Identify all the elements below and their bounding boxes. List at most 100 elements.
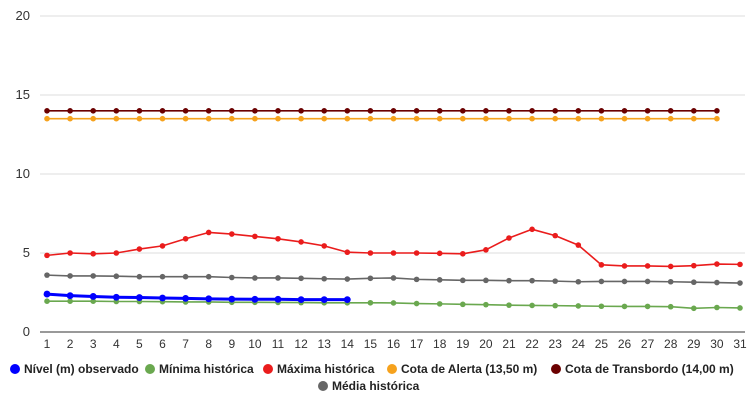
data-point bbox=[714, 115, 720, 122]
data-point bbox=[159, 294, 166, 302]
data-point bbox=[460, 277, 466, 284]
data-point bbox=[552, 302, 558, 309]
data-point bbox=[483, 247, 489, 253]
data-point bbox=[113, 273, 120, 280]
data-point bbox=[598, 278, 605, 285]
data-point bbox=[90, 115, 96, 122]
data-point bbox=[390, 300, 397, 306]
data-point bbox=[321, 108, 328, 114]
data-point bbox=[598, 303, 605, 310]
data-point bbox=[251, 295, 259, 303]
data-point bbox=[714, 304, 720, 311]
data-point bbox=[67, 298, 73, 304]
data-point bbox=[90, 273, 96, 279]
x-tick-label: 12 bbox=[294, 337, 308, 351]
data-point bbox=[205, 108, 212, 114]
x-tick-label: 6 bbox=[159, 337, 166, 351]
data-point bbox=[667, 263, 674, 270]
data-point bbox=[621, 108, 628, 114]
x-tick-label: 18 bbox=[433, 337, 447, 351]
series-5 bbox=[44, 272, 743, 286]
x-tick-label: 13 bbox=[318, 337, 332, 351]
x-tick-label: 3 bbox=[90, 337, 97, 351]
data-point bbox=[90, 298, 96, 304]
data-point bbox=[367, 108, 374, 114]
series-4 bbox=[44, 108, 720, 114]
data-point bbox=[112, 293, 120, 301]
data-point bbox=[737, 261, 743, 268]
legend: Nível (m) observado Mínima histórica Máxim… bbox=[10, 362, 734, 393]
legend-label: Cota de Transbordo (14,00 m) bbox=[565, 362, 734, 376]
legend-item[interactable]: Cota de Alerta (13,50 m) bbox=[387, 362, 537, 376]
legend-marker bbox=[551, 364, 561, 374]
series-3 bbox=[44, 115, 720, 122]
legend-item[interactable]: Cota de Transbordo (14,00 m) bbox=[551, 362, 734, 376]
legend-marker bbox=[145, 364, 155, 374]
series-line bbox=[46, 292, 348, 302]
data-point bbox=[275, 235, 281, 242]
legend-item[interactable]: Máxima histórica bbox=[263, 362, 375, 376]
data-point bbox=[691, 108, 697, 114]
data-point bbox=[598, 115, 605, 122]
data-point bbox=[737, 280, 743, 286]
data-point bbox=[483, 115, 489, 122]
data-point bbox=[205, 115, 212, 122]
data-point bbox=[182, 115, 189, 122]
legend-marker bbox=[318, 381, 328, 391]
x-tick-label: 16 bbox=[387, 337, 401, 351]
legend-item[interactable]: Mínima histórica bbox=[145, 362, 254, 376]
data-point bbox=[575, 108, 582, 114]
data-point bbox=[90, 250, 96, 257]
data-point bbox=[621, 278, 628, 285]
legend-label: Cota de Alerta (13,50 m) bbox=[401, 362, 537, 376]
y-tick-label: 10 bbox=[16, 166, 30, 181]
data-point bbox=[367, 250, 374, 256]
data-point bbox=[182, 108, 189, 114]
data-point bbox=[320, 296, 328, 304]
data-point bbox=[298, 115, 304, 122]
y-tick-label: 0 bbox=[23, 324, 30, 339]
data-point bbox=[506, 108, 512, 114]
legend-marker bbox=[387, 364, 397, 374]
data-point bbox=[113, 115, 120, 122]
data-point bbox=[205, 273, 212, 280]
x-tick-label: 27 bbox=[641, 337, 655, 351]
data-point bbox=[506, 115, 512, 122]
data-point bbox=[667, 108, 674, 114]
x-tick-label: 19 bbox=[456, 337, 470, 351]
data-point bbox=[44, 298, 50, 304]
data-point bbox=[344, 249, 351, 256]
data-point bbox=[436, 115, 443, 122]
legend-item[interactable]: Média histórica bbox=[318, 379, 420, 393]
data-point bbox=[552, 232, 558, 239]
legend-marker bbox=[10, 364, 20, 374]
data-point bbox=[691, 305, 697, 312]
data-point bbox=[667, 303, 674, 310]
legend-label: Nível (m) observado bbox=[24, 362, 139, 376]
data-point bbox=[44, 272, 50, 278]
data-point bbox=[390, 250, 397, 256]
data-point bbox=[252, 115, 258, 122]
data-point bbox=[228, 295, 236, 303]
data-point bbox=[691, 279, 697, 286]
data-point bbox=[67, 250, 73, 256]
data-point bbox=[298, 275, 304, 282]
data-point bbox=[67, 108, 73, 114]
data-point bbox=[136, 273, 143, 280]
data-point bbox=[621, 115, 628, 122]
data-point bbox=[67, 115, 73, 122]
data-point bbox=[390, 108, 397, 114]
data-point bbox=[436, 277, 443, 283]
legend-item[interactable]: Nível (m) observado bbox=[10, 362, 139, 376]
x-tick-label: 26 bbox=[618, 337, 632, 351]
data-point bbox=[113, 250, 120, 256]
data-point bbox=[298, 239, 304, 245]
data-point bbox=[483, 108, 489, 114]
data-point bbox=[229, 274, 235, 281]
x-tick-label: 22 bbox=[525, 337, 539, 351]
data-point bbox=[621, 303, 628, 310]
data-point bbox=[159, 273, 166, 280]
x-tick-label: 9 bbox=[228, 337, 235, 351]
